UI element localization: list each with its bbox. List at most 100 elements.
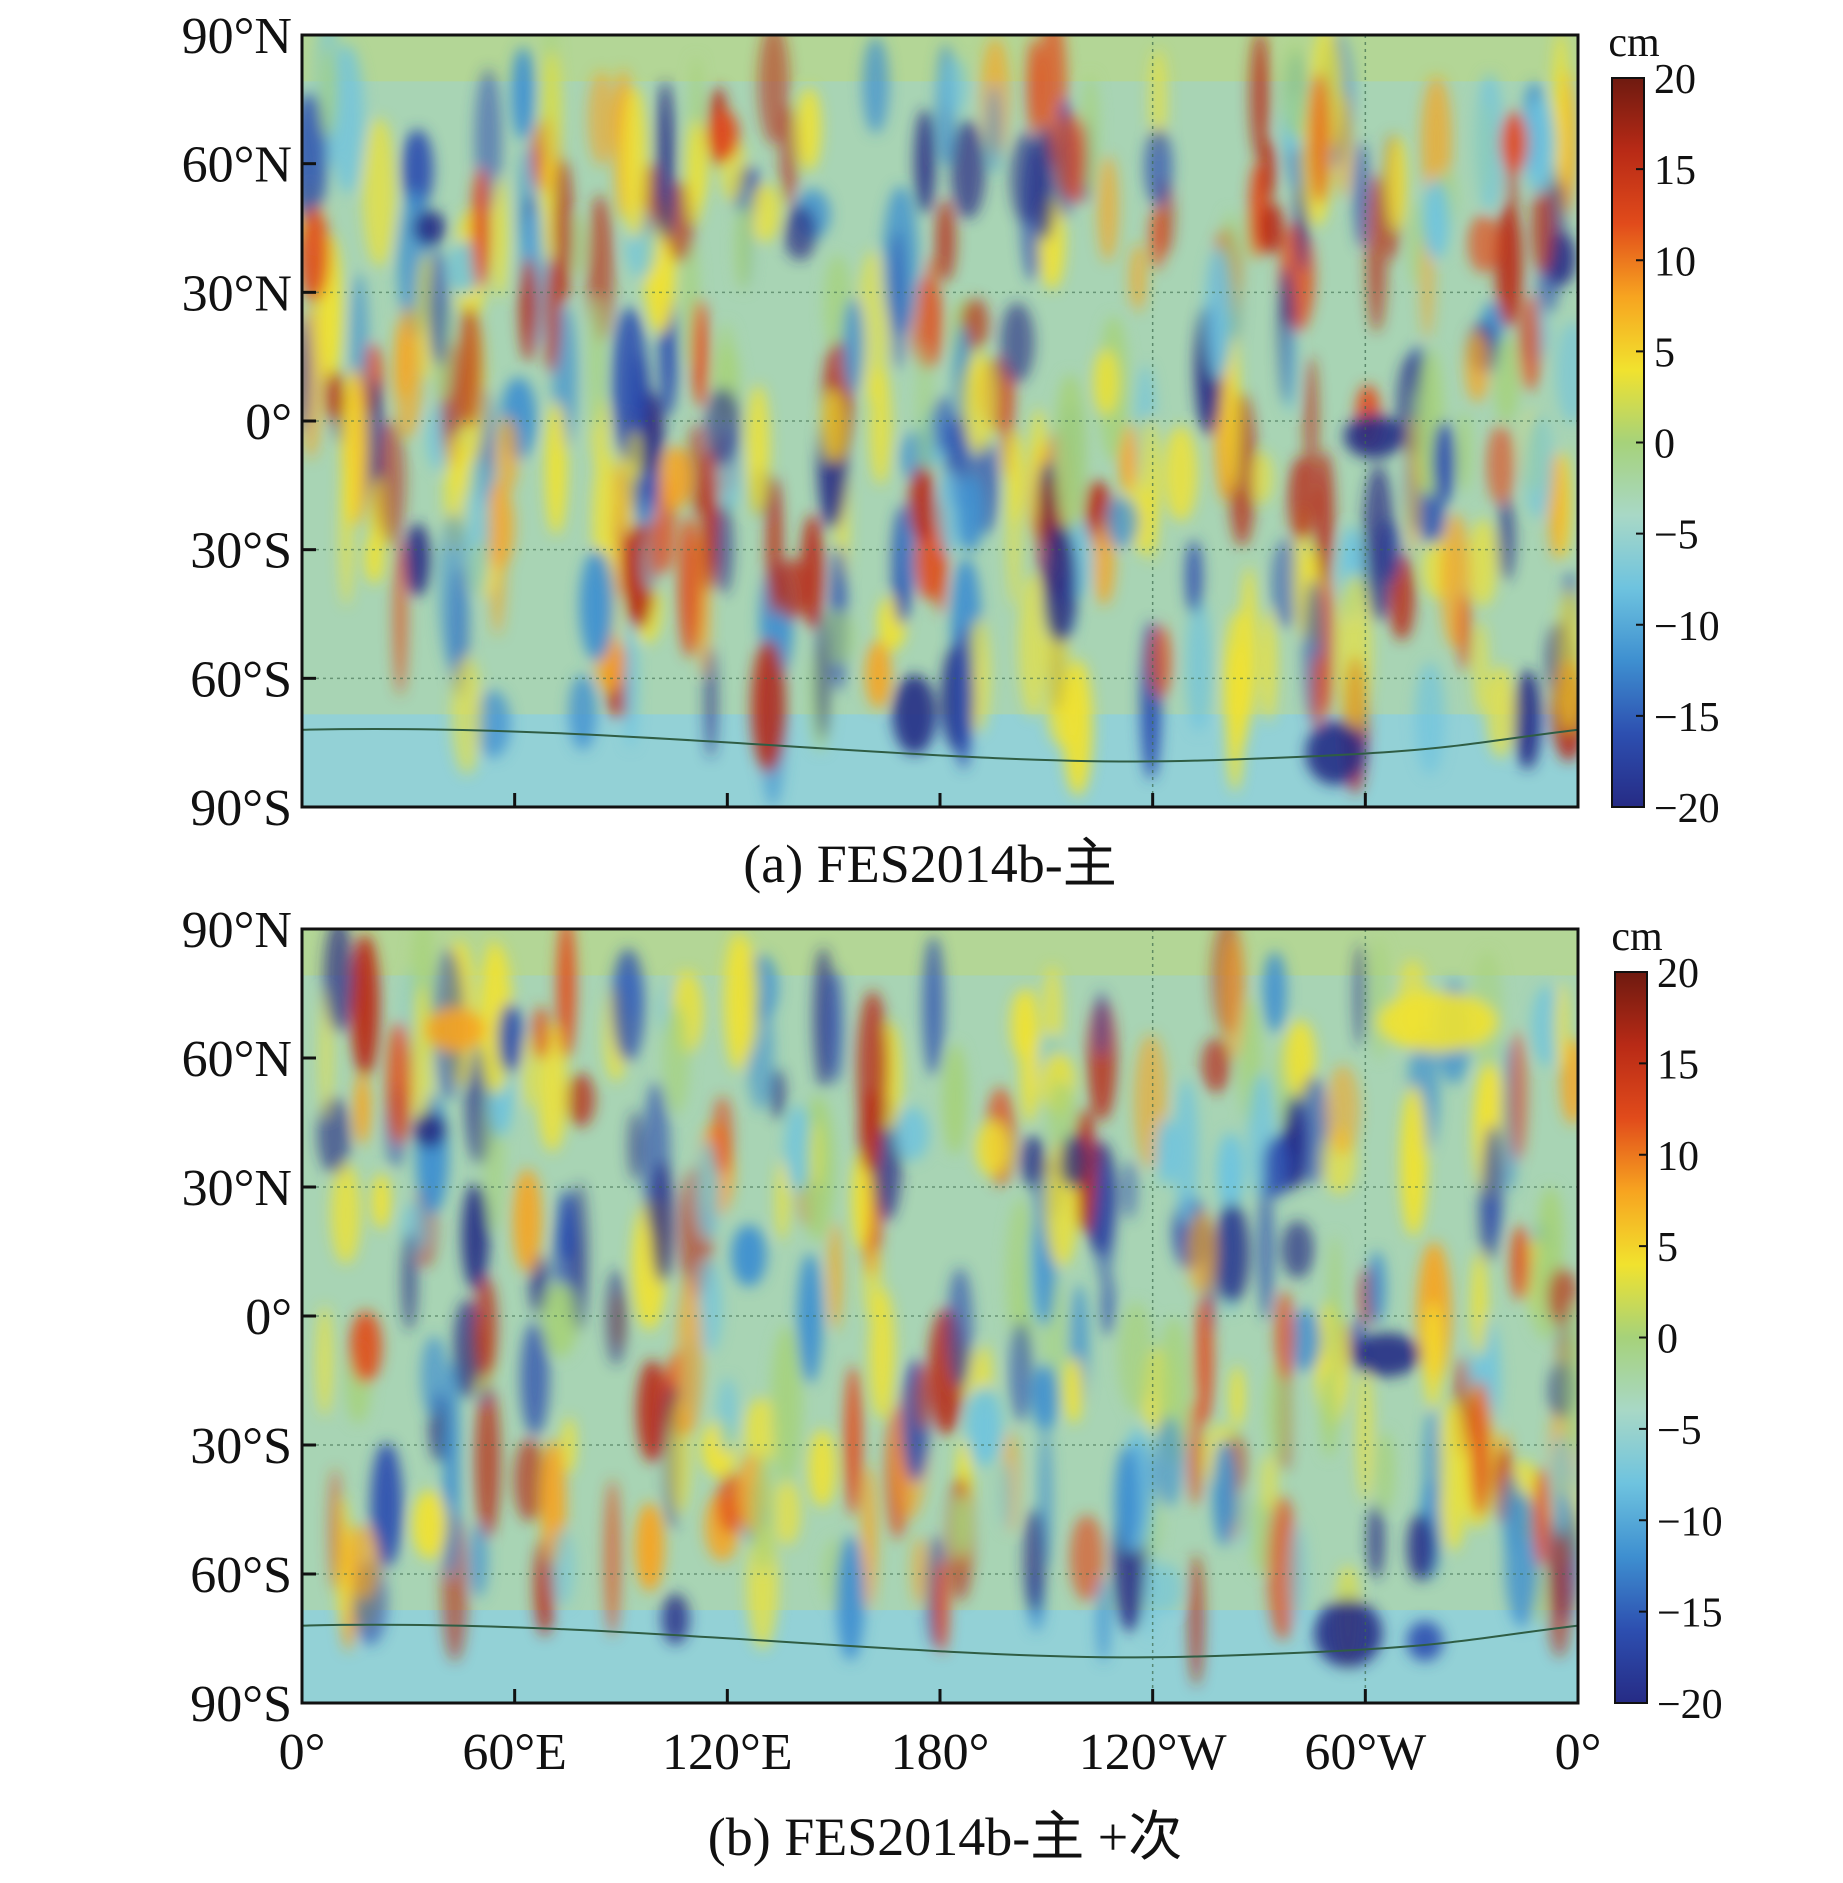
anomaly-blob: [1043, 524, 1078, 643]
y-tick-label: 30°S: [190, 1418, 292, 1475]
anomaly-blob: [1223, 933, 1245, 1060]
anomaly-blob: [451, 655, 483, 775]
y-tick-label: 30°N: [182, 1160, 292, 1217]
anomaly-blob: [1464, 330, 1490, 403]
anomaly-blob: [511, 46, 535, 141]
anomaly-blob: [659, 445, 692, 510]
anomaly-blob: [748, 183, 781, 243]
anomaly-blob: [1129, 243, 1147, 312]
anomaly-blob: [744, 1398, 779, 1466]
anomaly-blob: [1174, 1079, 1199, 1226]
anomaly-blob: [1437, 1399, 1469, 1552]
x-tick-label: 120°E: [662, 1724, 793, 1781]
anomaly-feature: [349, 1310, 382, 1383]
gridlines: [302, 35, 1578, 807]
anomaly-feature: [413, 210, 446, 246]
anomaly-blob: [1513, 669, 1542, 770]
colorbar-tick-label: −5: [1657, 1408, 1702, 1454]
anomaly-blob: [1263, 951, 1287, 1033]
anomaly-blob: [1508, 1031, 1528, 1161]
anomaly-blob: [751, 639, 786, 772]
anomaly-blob: [330, 1162, 361, 1265]
anomaly-blob: [1518, 295, 1542, 392]
anomaly-blob: [1018, 573, 1048, 718]
anomaly-blob: [1150, 1563, 1183, 1614]
anomaly-blob: [1497, 495, 1516, 582]
panel-caption: (a) FES2014b-主: [743, 834, 1116, 894]
anomaly-blob: [372, 1173, 391, 1230]
anomaly-blob: [771, 1068, 785, 1121]
anomaly-blob: [1271, 538, 1302, 629]
colorbar-tick-label: 0: [1657, 1317, 1678, 1363]
anomaly-blob: [302, 92, 328, 226]
anomaly-blob: [858, 1089, 881, 1173]
anomaly-blob: [484, 484, 515, 570]
anomaly-blob: [570, 1181, 589, 1333]
colorbar-tick-label: −10: [1654, 604, 1720, 650]
anomaly-blob: [531, 1006, 551, 1060]
anomaly-blob: [362, 117, 396, 267]
anomaly-blob: [956, 474, 984, 552]
anomaly-blob: [987, 84, 1001, 175]
anomaly-blob: [911, 1536, 928, 1606]
anomaly-blob: [1473, 620, 1488, 714]
anomaly-blob: [552, 158, 574, 305]
anomaly-blob: [1559, 1301, 1578, 1453]
anomaly-blob: [1064, 1357, 1083, 1424]
anomaly-feature: [1343, 414, 1404, 459]
anomaly-blob: [474, 1384, 501, 1539]
x-tick-label: 0°: [1555, 1724, 1602, 1781]
anomaly-blob: [1282, 322, 1297, 415]
anomaly-blob: [1260, 1453, 1278, 1512]
colorbar-tick-label: −15: [1654, 695, 1720, 741]
anomaly-blob: [735, 203, 752, 291]
anomaly-blob: [1366, 173, 1387, 333]
y-tick-label: 60°S: [190, 651, 292, 708]
anomaly-blob: [932, 395, 955, 453]
anomaly-blob: [1326, 1064, 1360, 1156]
anomaly-blob: [692, 299, 709, 408]
chart-b-svg: 90°N60°N30°N0°30°S60°S90°S0° 60°E 120°E 180…: [182, 902, 1723, 1867]
anomaly-blob: [952, 1493, 971, 1558]
anomaly-blob: [1249, 195, 1261, 254]
anomaly-blob: [1216, 1132, 1245, 1209]
anomaly-blob: [770, 1325, 803, 1484]
anomaly-blob: [950, 120, 986, 220]
anomaly-blob: [1019, 987, 1039, 1124]
x-tick-label: 120°W: [1079, 1724, 1227, 1781]
anomaly-blob: [961, 353, 996, 454]
anomaly-blob: [316, 1304, 333, 1417]
anomaly-blob: [513, 1438, 546, 1522]
anomaly-blob: [604, 1479, 621, 1637]
anomaly-blob: [1267, 1495, 1298, 1641]
anomaly-blob: [705, 387, 741, 467]
anomaly-blob: [717, 1472, 745, 1534]
anomaly-blob: [1262, 139, 1276, 202]
anomaly-blob: [1101, 1273, 1115, 1337]
anomaly-blob: [329, 1467, 342, 1592]
anomaly-blob: [1047, 1080, 1076, 1151]
anomaly-blob: [1009, 1321, 1033, 1423]
anomaly-feature: [892, 674, 937, 755]
colorbar-tick-label: 10: [1654, 239, 1696, 285]
anomaly-blob: [1523, 412, 1553, 520]
anomaly-blob: [1281, 1220, 1314, 1279]
anomaly-blob: [365, 534, 384, 585]
anomaly-blob: [438, 512, 469, 669]
anomaly-blob: [936, 469, 963, 557]
anomaly-blob: [1354, 943, 1367, 1048]
anomaly-blob: [1368, 1503, 1384, 1579]
anomaly-blob: [1362, 464, 1395, 623]
colorbar-tick-label: 15: [1654, 148, 1696, 194]
anomaly-blob: [1265, 1359, 1291, 1463]
anomaly-blob: [746, 384, 770, 516]
anomaly-blob: [496, 416, 519, 494]
y-tick-label: 60°S: [190, 1547, 292, 1604]
anomaly-blob: [1225, 335, 1240, 492]
anomaly-blob: [844, 1365, 862, 1517]
anomaly-blob: [686, 423, 707, 516]
x-tick-label: 60°W: [1304, 1724, 1426, 1781]
anomaly-blob: [842, 297, 865, 393]
anomaly-blob: [611, 948, 645, 1063]
anomaly-blob: [1556, 588, 1578, 734]
